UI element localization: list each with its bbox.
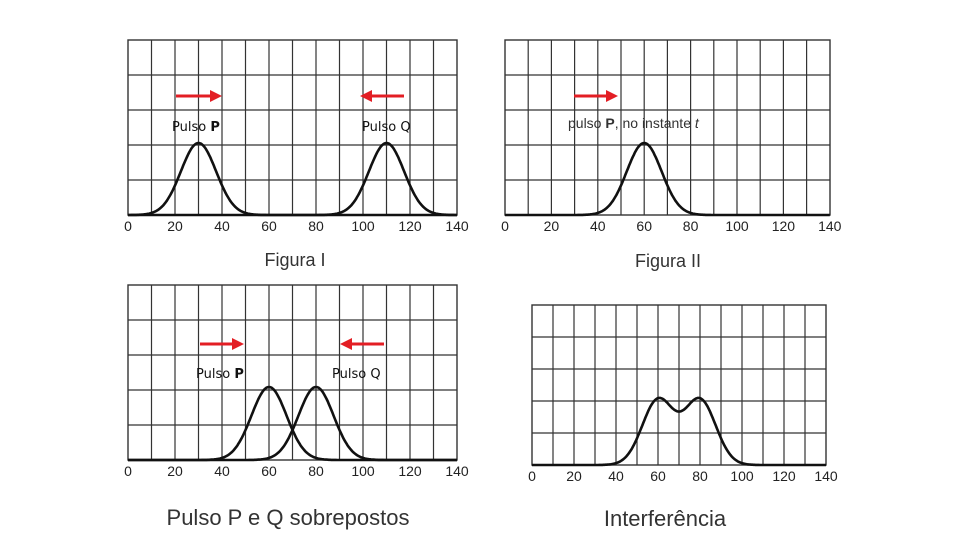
- pulse-curve: [127, 141, 458, 217]
- pulse-label-q: Pulso Q: [362, 120, 411, 135]
- x-tick-label: 120: [772, 468, 796, 484]
- panel-caption: Figura I: [264, 250, 325, 270]
- x-tick-label: 120: [398, 218, 422, 234]
- x-tick-label: 20: [566, 468, 582, 484]
- pulse-curve: [127, 385, 458, 462]
- x-tick-label: 40: [214, 218, 230, 234]
- x-tick-label: 20: [544, 218, 560, 234]
- grid: [127, 284, 458, 461]
- x-tick-label: 120: [772, 218, 796, 234]
- panel-pulsos-sobrepostos: 0 20 40 60 80 100 120 140 Pulso P Pulso Q Pulso P …: [124, 284, 469, 530]
- panel-caption: Pulso P e Q sobrepostos: [167, 505, 410, 530]
- panel-interferencia: 0 20 40 60 80 100 120 140 Interferência: [528, 304, 838, 531]
- x-tick-label: 20: [167, 218, 183, 234]
- pulse-curve: [531, 396, 827, 467]
- x-tick-label: 80: [683, 218, 699, 234]
- x-tick-label: 100: [351, 218, 375, 234]
- panel-caption: Figura II: [635, 251, 701, 271]
- direction-arrow-left: [360, 90, 404, 102]
- x-tick-label: 40: [608, 468, 624, 484]
- direction-arrow-right: [574, 90, 618, 102]
- direction-arrow-right: [200, 338, 244, 350]
- x-tick-label: 80: [692, 468, 708, 484]
- pulse-label-p: Pulso P: [172, 120, 220, 135]
- x-tick-label: 80: [308, 218, 324, 234]
- x-tick-label: 0: [501, 218, 509, 234]
- x-tick-label: 100: [351, 463, 375, 479]
- direction-arrow-left: [340, 338, 384, 350]
- x-tick-label: 60: [636, 218, 652, 234]
- x-tick-label: 60: [261, 218, 277, 234]
- x-tick-label: 140: [814, 468, 838, 484]
- panel-caption: Interferência: [604, 506, 727, 531]
- panel-figura-2: 0 20 40 60 80 100 120 140 pulso P, no instante t…: [501, 39, 842, 271]
- pulse-curve: [504, 141, 830, 217]
- x-tick-label: 0: [124, 463, 132, 479]
- panel-figura-1: 0 20 40 60 80 100 120 140 Pulso P Pulso Q Figura I: [124, 39, 469, 270]
- instant-note: pulso P, no instante t: [568, 115, 700, 131]
- x-tick-label: 0: [124, 218, 132, 234]
- x-tick-label: 60: [261, 463, 277, 479]
- x-tick-label: 120: [398, 463, 422, 479]
- x-tick-label: 60: [650, 468, 666, 484]
- x-tick-label: 40: [590, 218, 606, 234]
- x-tick-label: 40: [214, 463, 230, 479]
- x-tick-label: 20: [167, 463, 183, 479]
- x-tick-label: 100: [730, 468, 754, 484]
- grid: [531, 304, 827, 466]
- pulse-label-q: Pulso Q: [332, 367, 381, 382]
- x-tick-label: 80: [308, 463, 324, 479]
- grid: [504, 39, 831, 216]
- pulse-label-p: Pulso P: [196, 367, 244, 382]
- direction-arrow-right: [176, 90, 222, 102]
- x-tick-label: 140: [818, 218, 842, 234]
- x-tick-label: 0: [528, 468, 536, 484]
- x-tick-label: 100: [725, 218, 749, 234]
- x-tick-label: 140: [445, 218, 469, 234]
- x-tick-label: 140: [445, 463, 469, 479]
